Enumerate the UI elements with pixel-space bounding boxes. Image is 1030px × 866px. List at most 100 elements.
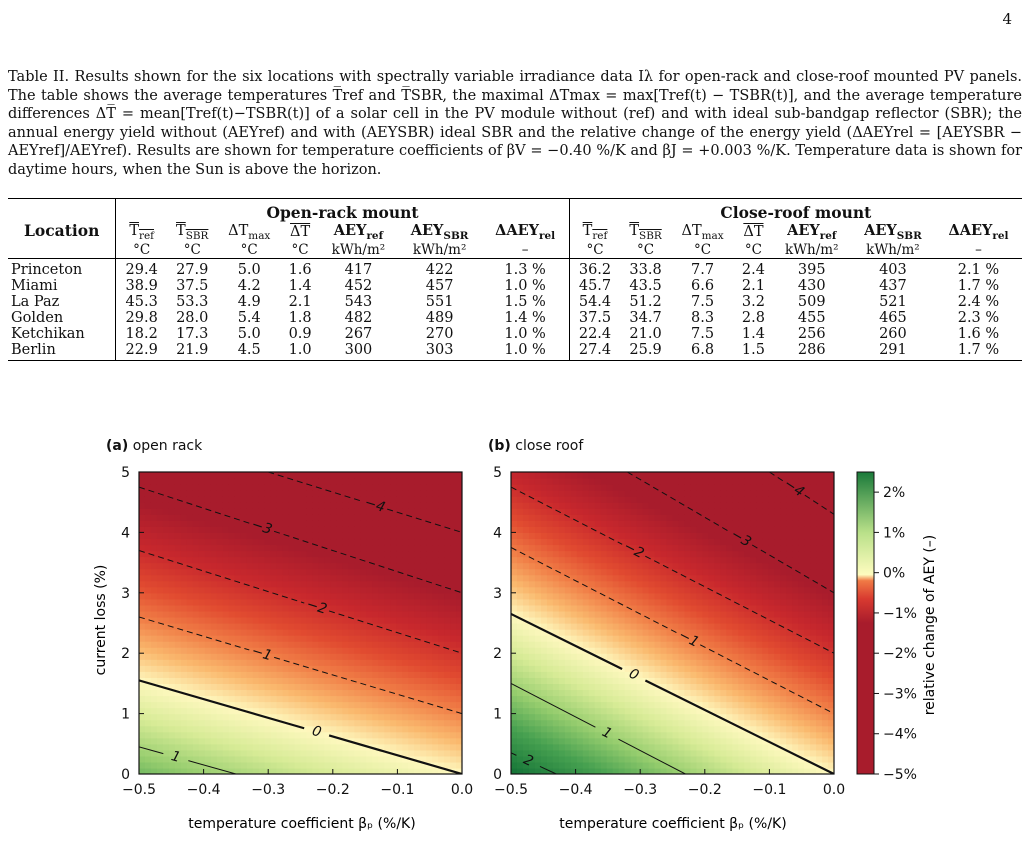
open-cell: 4.9 <box>237 293 261 310</box>
heatmap-cell <box>576 532 584 540</box>
heatmap-cell <box>672 755 680 763</box>
heatmap-cell <box>390 544 397 552</box>
heatmap-cell <box>390 683 397 691</box>
heatmap-cell <box>336 719 343 727</box>
heatmap-cell <box>630 767 638 774</box>
heatmap-cell <box>714 556 721 564</box>
heatmap-cell <box>720 562 727 570</box>
heatmap-cell <box>276 502 284 509</box>
heatmap-cell <box>600 484 608 491</box>
heatmap-cell <box>511 532 518 540</box>
heatmap-field <box>511 472 834 774</box>
heatmap-cell <box>144 604 152 612</box>
heatmap-cell <box>306 677 314 684</box>
heatmap-cell <box>570 653 578 660</box>
heatmap-cell <box>186 689 194 697</box>
heatmap-cell <box>366 713 373 721</box>
heatmap-cell <box>312 623 320 630</box>
heatmap-cell <box>420 761 427 769</box>
heatmap-cell <box>210 568 218 576</box>
heatmap-cell <box>534 520 542 527</box>
heatmap-cell <box>750 635 757 642</box>
heatmap-cell <box>390 478 397 485</box>
heatmap-cell <box>312 635 320 642</box>
heatmap-cell <box>552 623 560 630</box>
heatmap-cell <box>684 671 692 678</box>
heatmap-cell <box>306 526 314 533</box>
heatmap-cell <box>186 520 194 527</box>
heatmap-cell <box>258 635 266 642</box>
open-cell: 1.4 <box>288 277 312 294</box>
heatmap-cell <box>666 568 674 576</box>
heatmap-cell <box>696 574 704 582</box>
heatmap-cell <box>162 731 170 739</box>
heatmap-cell <box>270 568 278 576</box>
heatmap-cell <box>511 737 518 745</box>
heatmap-cell <box>666 671 674 678</box>
heatmap-cell <box>162 659 170 666</box>
heatmap-cell <box>708 616 715 624</box>
heatmap-cell <box>174 719 182 727</box>
heatmap-cell <box>318 749 326 757</box>
heatmap-cell <box>216 616 224 624</box>
heatmap-cell <box>276 508 284 515</box>
heatmap-cell <box>174 743 182 751</box>
heatmap-cell <box>714 544 721 552</box>
heatmap-cell <box>204 629 212 636</box>
heatmap-cell <box>216 719 224 727</box>
heatmap-cell <box>744 743 751 751</box>
heatmap-cell <box>642 635 650 642</box>
heatmap-cell <box>378 677 385 684</box>
close-cell: 1.7 % <box>957 277 1000 294</box>
heatmap-cell <box>456 749 462 757</box>
heatmap-cell <box>162 562 170 570</box>
heatmap-cell <box>414 767 421 774</box>
heatmap-cell <box>720 629 727 636</box>
heatmap-cell <box>594 725 602 733</box>
heatmap-cell <box>552 701 560 709</box>
heatmap-cell <box>660 737 668 745</box>
heatmap-cell <box>678 767 686 774</box>
heatmap-cell <box>456 683 462 691</box>
heatmap-cell <box>270 743 278 751</box>
heatmap-cell <box>240 659 248 666</box>
heatmap-cell <box>378 725 385 733</box>
heatmap-cell <box>234 641 242 648</box>
heatmap-cell <box>654 677 662 684</box>
heatmap-cell <box>702 749 709 757</box>
heatmap-cell <box>702 701 709 709</box>
heatmap-cell <box>516 520 524 527</box>
heatmap-cell <box>210 743 218 751</box>
heatmap-cell <box>606 520 614 527</box>
heatmap-cell <box>450 749 457 757</box>
heatmap-cell <box>450 550 457 558</box>
heatmap-cell <box>402 556 409 564</box>
heatmap-cell <box>648 532 656 540</box>
heatmap-cell <box>438 484 445 491</box>
heatmap-cell <box>420 725 427 733</box>
heatmap-cell <box>558 629 566 636</box>
heatmap-cell <box>294 653 302 660</box>
heatmap-cell <box>210 472 218 479</box>
heatmap-cell <box>192 520 200 527</box>
heatmap-cell <box>666 604 674 612</box>
heatmap-cell <box>306 568 314 576</box>
heatmap-cell <box>516 550 524 558</box>
heatmap-cell <box>594 659 602 666</box>
heatmap-cell <box>696 623 704 630</box>
heatmap-cell <box>228 647 236 654</box>
heatmap-cell <box>648 502 656 509</box>
heatmap-cell <box>696 725 704 733</box>
heatmap-cell <box>300 677 308 684</box>
heatmap-cell <box>588 743 596 751</box>
heatmap-cell <box>432 508 439 515</box>
heatmap-cell <box>534 496 542 503</box>
heatmap-cell <box>354 695 361 703</box>
heatmap-cell <box>300 478 308 485</box>
heatmap-cell <box>690 502 698 509</box>
heatmap-cell <box>192 707 200 715</box>
heatmap-cell <box>588 502 596 509</box>
heatmap-cell <box>414 616 421 624</box>
heatmap-cell <box>252 526 260 533</box>
heatmap-cell <box>252 532 260 540</box>
